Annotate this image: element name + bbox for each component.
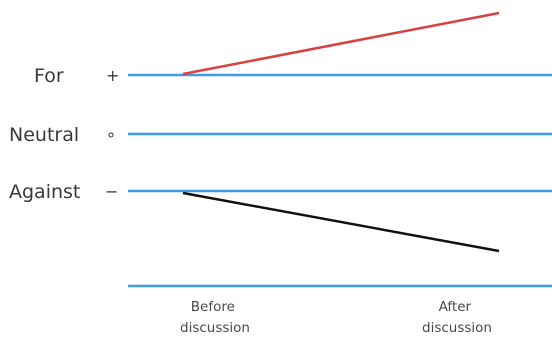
row-label-neutral: Neutral [9, 124, 79, 146]
minus-marker: − [105, 182, 118, 201]
column-label-after-line1: After [439, 299, 472, 315]
row-label-against: Against [9, 181, 80, 203]
circle-marker: ∘ [106, 125, 116, 144]
plus-marker: + [106, 66, 119, 85]
column-label-before-line2: discussion [180, 320, 250, 336]
column-label-after: After discussion [422, 299, 492, 336]
for-shift-line [182, 11, 500, 76]
column-label-before-line1: Before [191, 299, 235, 315]
column-label-after-line2: discussion [422, 320, 492, 336]
row-label-for: For [34, 65, 64, 87]
column-label-before: Before discussion [180, 299, 250, 336]
against-shift-line [182, 191, 500, 253]
